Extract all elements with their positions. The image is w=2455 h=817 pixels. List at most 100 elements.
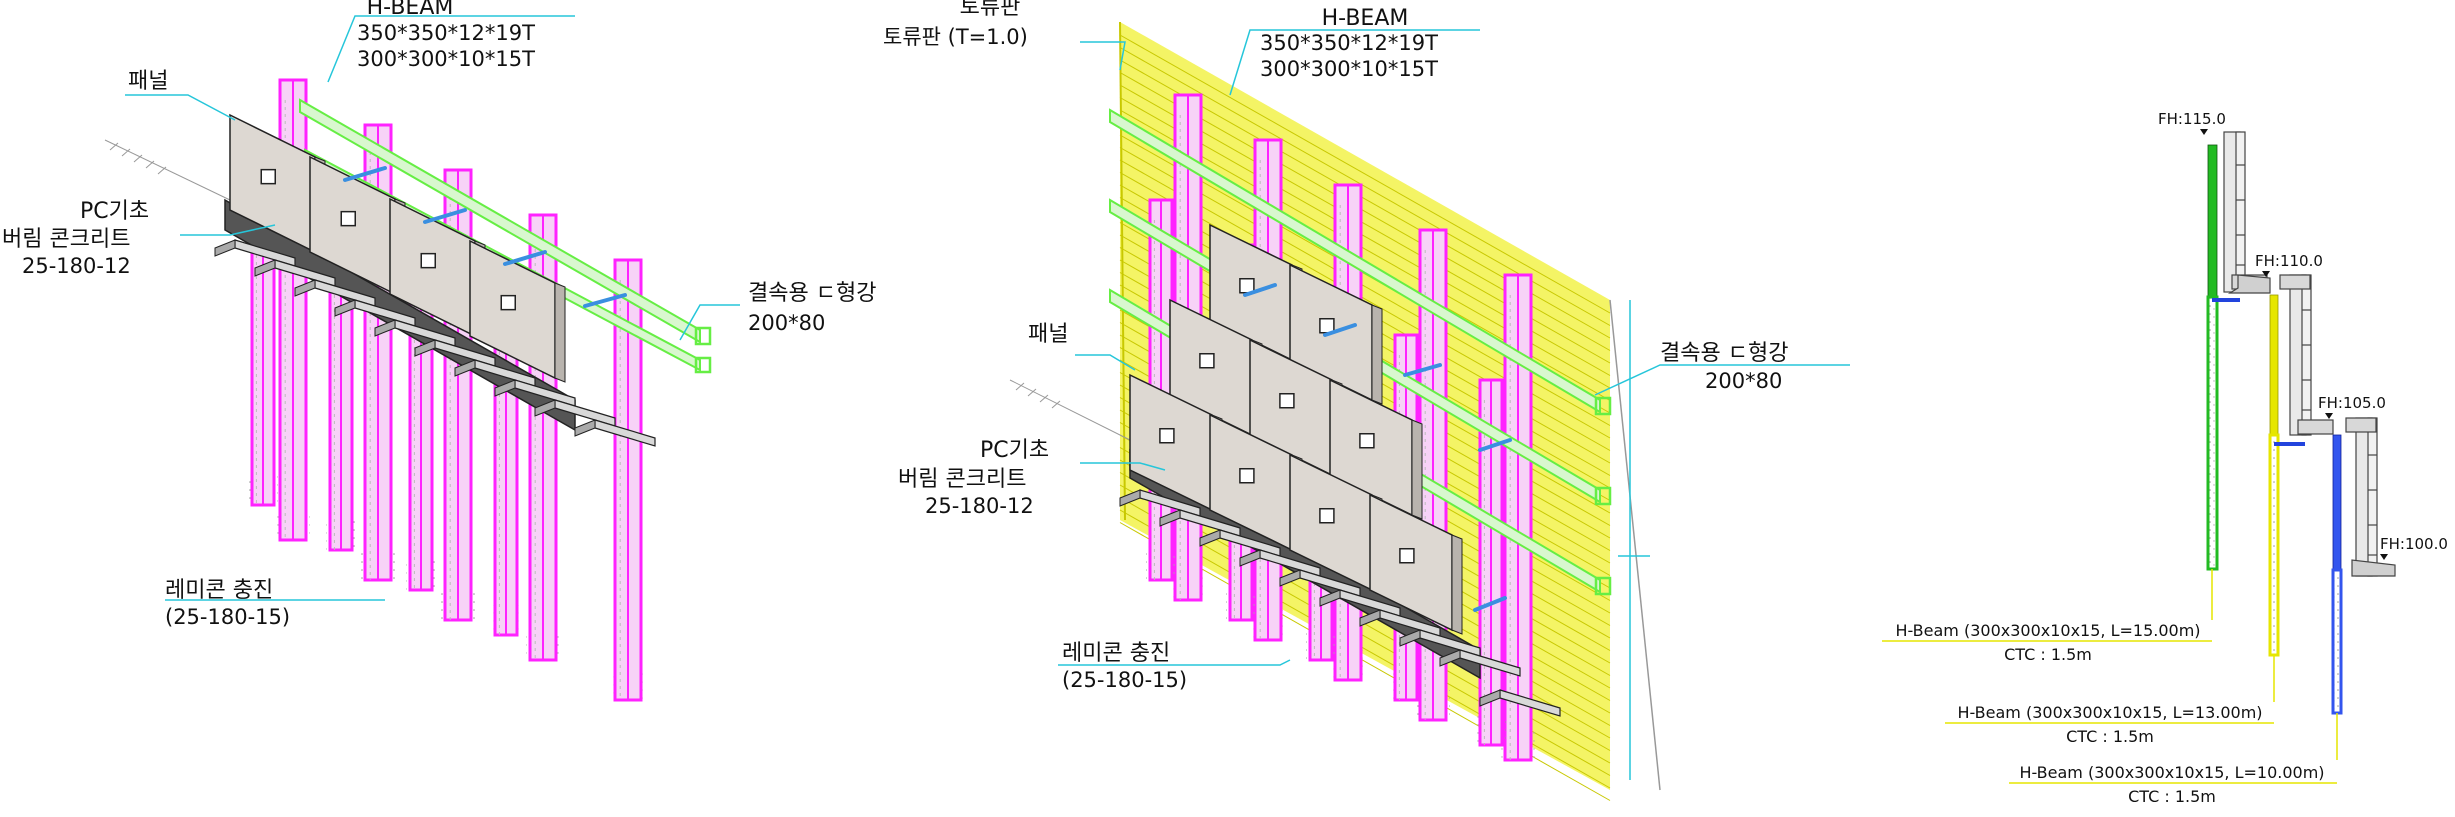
section-view: FH:115.0 FH:110.0 FH:105.0 FH:100.0 H-Be… — [1882, 110, 2448, 806]
cap-side — [1359, 609, 1381, 627]
middle-fill-label: 레미콘 충진 — [1062, 641, 1170, 666]
svg-text:FH:105.0: FH:105.0 — [2318, 394, 2386, 412]
anchor-bar — [583, 293, 627, 308]
precast-panel — [1369, 493, 1463, 635]
svg-text:FH:110.0: FH:110.0 — [2255, 252, 2323, 270]
anchor-bar — [1473, 596, 1507, 612]
rail-end — [1594, 486, 1612, 506]
anchor-bar — [1403, 363, 1442, 377]
middle-channel-label: 결속용 ㄷ형강 — [1660, 341, 1788, 366]
middle-view: 토류판 토류판 (T=1.0) H-BEAM 350*350*12*19T 30… — [883, 0, 1850, 801]
svg-text:FH:100.0: FH:100.0 — [2380, 535, 2448, 553]
rail-body — [299, 98, 701, 344]
left-beam-caps — [214, 239, 656, 447]
section-wall-tier-2 — [2279, 274, 2334, 436]
rail-end — [694, 326, 712, 346]
panel-side — [1371, 304, 1383, 405]
cap-side — [1279, 569, 1301, 587]
anchor-bar — [1323, 323, 1357, 337]
middle-hbeam-spec-2: 300*300*10*15T — [1260, 57, 1438, 81]
panel-socket — [1319, 508, 1335, 524]
panel-socket — [260, 168, 276, 185]
beam-cap — [414, 339, 496, 367]
panel-socket — [1279, 393, 1295, 409]
pile-3-label: H-Beam (300x300x10x15, L=10.00m) — [2019, 763, 2324, 782]
middle-concrete-label: 버림 콘크리트 — [898, 467, 1026, 492]
section-pile-3-lower — [2331, 568, 2343, 715]
beam-cap — [374, 319, 456, 347]
level-mark-2: FH:110.0 — [2255, 252, 2323, 277]
left-anchor-bars — [343, 166, 627, 308]
left-panel-label: 패널 — [128, 69, 168, 94]
anchor-bar — [1478, 438, 1512, 452]
panel-socket — [340, 210, 356, 227]
section-wall-tier-1 — [2223, 131, 2271, 294]
cap-side — [1319, 589, 1341, 607]
cap-side — [374, 319, 396, 337]
beam-cap — [1319, 589, 1401, 617]
middle-channel-spec: 200*80 — [1705, 369, 1782, 393]
rail-end — [694, 356, 712, 374]
anchor-bar — [343, 166, 387, 182]
pile-3-ctc: CTC : 1.5m — [2128, 787, 2216, 806]
cap-side — [494, 379, 516, 397]
left-concrete-spec: 25-180-12 — [22, 254, 131, 278]
section-wall-tier-3 — [2345, 417, 2396, 577]
middle-fill-spec: (25-180-15) — [1062, 668, 1187, 692]
rail-body — [1109, 108, 1601, 414]
cap-side — [214, 239, 236, 257]
left-hbeam-title: H-BEAM — [367, 0, 454, 20]
cap-side — [1159, 509, 1181, 527]
panel-side — [1411, 419, 1423, 520]
svg-text:FH:115.0: FH:115.0 — [2158, 110, 2226, 128]
middle-beam-caps — [1119, 489, 1561, 717]
left-channel-spec: 200*80 — [748, 311, 825, 335]
cap-side — [1119, 489, 1141, 507]
h-beam-pile — [1476, 378, 1506, 747]
cap-side — [1439, 649, 1461, 667]
panel-socket — [1239, 468, 1255, 484]
middle-hbeam-title: H-BEAM — [1322, 6, 1409, 31]
anchor-bar — [1243, 283, 1277, 297]
pile-1-ctc: CTC : 1.5m — [2004, 645, 2092, 664]
section-pile-2-lower — [2268, 433, 2280, 657]
pile-2-label: H-Beam (300x300x10x15, L=13.00m) — [1957, 703, 2262, 722]
middle-precast-panels — [1129, 223, 1463, 635]
pile-1-label: H-Beam (300x300x10x15, L=15.00m) — [1895, 621, 2200, 640]
left-view: H-BEAM 350*350*12*19T 300*300*10*15T 패널 … — [2, 0, 876, 702]
channel-rail — [299, 98, 712, 346]
panel-socket — [1359, 433, 1375, 449]
middle-hbeam-spec-1: 350*350*12*19T — [1260, 31, 1438, 55]
anchor-bar — [423, 208, 467, 224]
left-pc-label: PC기초 — [80, 199, 149, 224]
level-mark-4: FH:100.0 — [2380, 535, 2448, 560]
cap-side — [1399, 629, 1421, 647]
section-pile-2-upper — [2269, 294, 2279, 436]
panel-socket — [1199, 353, 1215, 369]
panel-socket — [500, 294, 516, 311]
left-channel-label: 결속용 ㄷ형강 — [748, 281, 876, 306]
cap-side — [1239, 549, 1261, 567]
cap-side — [334, 299, 356, 317]
section-pile-1-lower — [2206, 295, 2219, 571]
cap-side — [1479, 689, 1501, 707]
panel-side — [554, 282, 566, 383]
beam-cap — [1439, 649, 1521, 677]
cap-side — [574, 419, 596, 437]
pile-2-ctc: CTC : 1.5m — [2066, 727, 2154, 746]
left-hbeam-spec-1: 350*350*12*19T — [357, 21, 535, 45]
middle-concrete-spec: 25-180-12 — [925, 494, 1034, 518]
left-concrete-label: 버림 콘크리트 — [2, 227, 130, 252]
middle-ground-hatch — [1009, 379, 1131, 441]
beam-cap — [1479, 689, 1561, 717]
middle-lagging-spec: 토류판 (T=1.0) — [883, 25, 1028, 49]
middle-leader-lines — [1058, 29, 1850, 666]
section-pile-1-upper — [2207, 144, 2218, 298]
cap-side — [254, 259, 276, 277]
panel-side — [1451, 534, 1463, 635]
level-mark-1: FH:115.0 — [2158, 110, 2226, 135]
level-mark-3: FH:105.0 — [2318, 394, 2386, 419]
middle-panel-label: 패널 — [1028, 322, 1068, 347]
cap-side — [414, 339, 436, 357]
